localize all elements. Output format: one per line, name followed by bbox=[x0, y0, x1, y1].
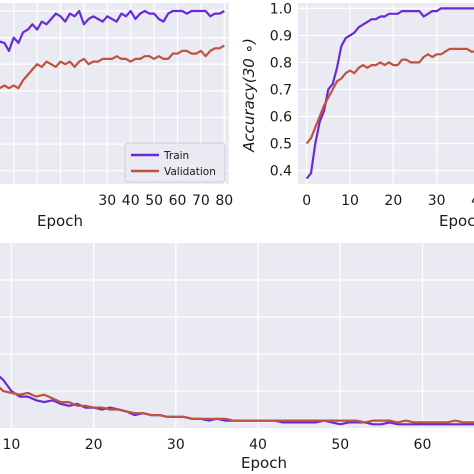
x-tick-label: 40 bbox=[122, 193, 140, 209]
x-tick-label: 30 bbox=[167, 437, 185, 453]
x-tick-label: 80 bbox=[215, 193, 233, 209]
chart-bottom: 10 20 30 40 50 60 Epoch bbox=[0, 243, 474, 472]
series-line-validation bbox=[0, 386, 474, 424]
legend-box bbox=[124, 142, 226, 183]
legend-label-train: Train bbox=[163, 150, 189, 162]
x-tick-label: 60 bbox=[169, 193, 187, 209]
x-axis-label: Epoch bbox=[439, 212, 474, 230]
legend-label-validation: Validation bbox=[164, 166, 216, 178]
y-tick-label: 1.0 bbox=[270, 1, 292, 17]
x-tick-label: 30 bbox=[428, 193, 446, 209]
x-tick-label: 20 bbox=[85, 437, 103, 453]
x-tick-label: 50 bbox=[331, 437, 349, 453]
x-tick-label: 10 bbox=[341, 193, 359, 209]
legend: Train Validation bbox=[124, 142, 226, 183]
y-tick-label: 0.9 bbox=[270, 28, 292, 44]
x-axis-label: Epoch bbox=[241, 454, 287, 472]
plot-background bbox=[0, 243, 474, 428]
x-tick-label: 40 bbox=[249, 437, 267, 453]
y-tick-label: 0.4 bbox=[270, 163, 292, 179]
x-tick-label: 60 bbox=[414, 437, 432, 453]
series-line-validation bbox=[305, 47, 474, 145]
series-line-validation bbox=[0, 44, 225, 90]
y-tick-label: 0.8 bbox=[270, 55, 292, 71]
x-tick-label: 0 bbox=[302, 193, 311, 209]
y-tick-label: 0.5 bbox=[270, 136, 292, 152]
series-line-train bbox=[0, 9, 225, 52]
plot-background bbox=[298, 3, 474, 184]
chart-top-right: 0 10 20 30 40 0.4 0.5 0.6 0.7 0.8 0.9 1.0 Epoch Accur… bbox=[240, 1, 474, 230]
y-tick-label: 0.7 bbox=[270, 82, 292, 98]
y-axis-label: Accuracy(30 ∘) bbox=[240, 38, 258, 153]
x-tick-label: 10 bbox=[3, 437, 21, 453]
y-tick-label: 0.6 bbox=[270, 109, 292, 125]
series-line-train bbox=[305, 7, 474, 180]
x-tick-label: 30 bbox=[98, 193, 116, 209]
x-tick-label: 40 bbox=[471, 193, 474, 209]
chart-top-left: 30 40 50 60 70 80 Epoch Train Validation bbox=[0, 3, 233, 230]
x-axis-label: Epoch bbox=[37, 212, 83, 230]
x-tick-label: 70 bbox=[192, 193, 210, 209]
x-tick-label: 20 bbox=[384, 193, 402, 209]
x-tick-label: 50 bbox=[145, 193, 163, 209]
